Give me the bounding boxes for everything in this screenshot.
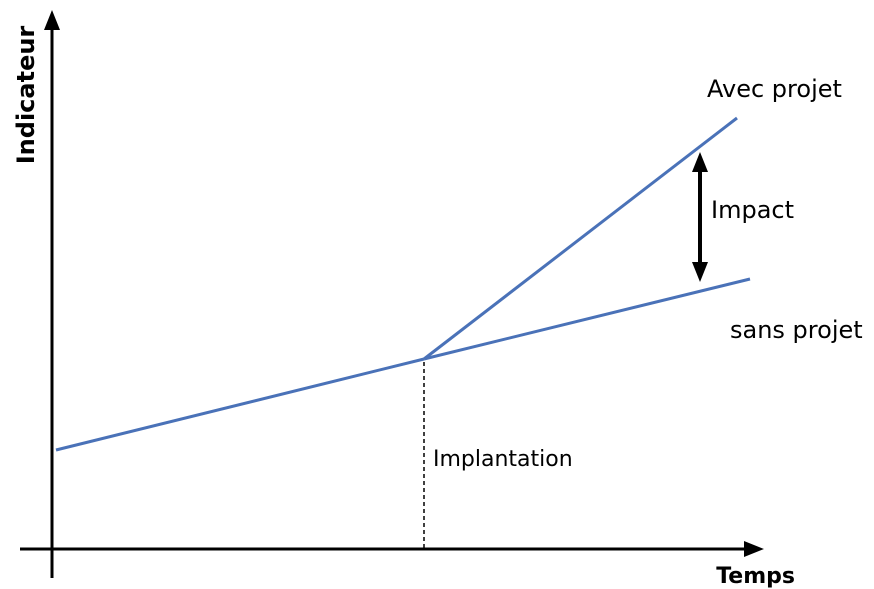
y-axis-arrowhead <box>44 10 60 30</box>
x-axis-arrowhead <box>744 541 764 557</box>
impact-arrow-head-bottom <box>692 262 708 282</box>
impact-arrow-head-top <box>692 152 708 172</box>
impact-label: Impact <box>711 196 794 224</box>
without-project-label: sans projet <box>730 316 863 344</box>
implantation-label: Implantation <box>433 447 573 472</box>
with-project-line <box>423 116 738 361</box>
without-project-line <box>423 277 751 361</box>
x-axis-label: Temps <box>716 564 795 589</box>
baseline-line <box>55 357 425 452</box>
y-axis-label: Indicateur <box>12 26 40 165</box>
with-project-label: Avec projet <box>707 75 842 103</box>
